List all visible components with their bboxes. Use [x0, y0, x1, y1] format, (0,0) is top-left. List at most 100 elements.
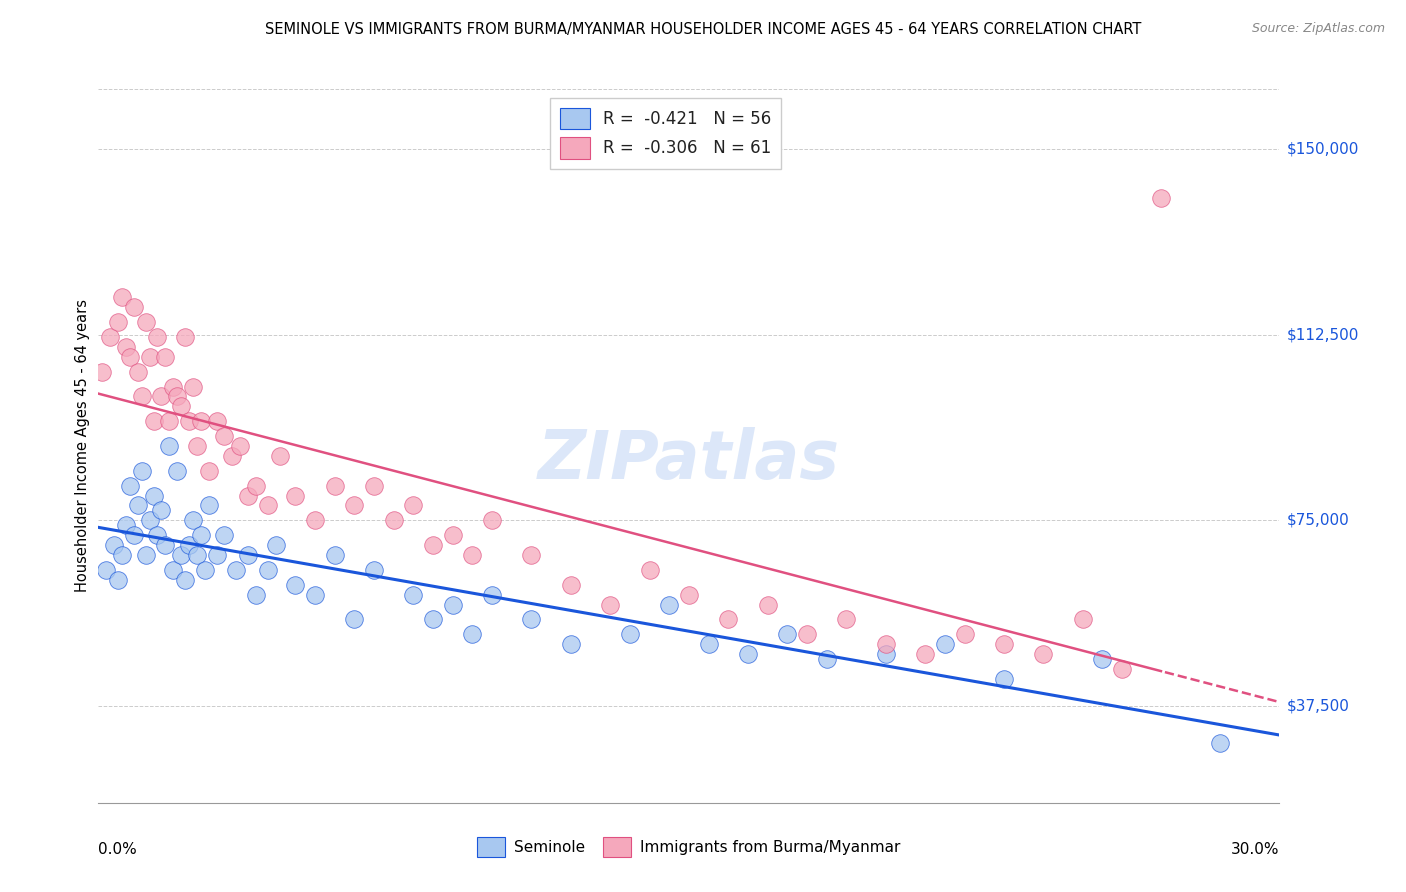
- Point: [166, 464, 188, 478]
- Point: [103, 538, 125, 552]
- Point: [245, 588, 267, 602]
- Point: [1032, 647, 1054, 661]
- Point: [221, 449, 243, 463]
- Point: [186, 548, 208, 562]
- Y-axis label: Householder Income Ages 45 - 64 years: Householder Income Ages 45 - 64 years: [75, 300, 90, 592]
- Point: [98, 330, 121, 344]
- Point: [174, 573, 197, 587]
- Point: [194, 563, 217, 577]
- Point: [155, 538, 177, 552]
- Point: [170, 400, 193, 414]
- Point: [323, 548, 346, 562]
- Point: [638, 563, 661, 577]
- Point: [815, 652, 838, 666]
- Point: [174, 330, 197, 344]
- Text: 0.0%: 0.0%: [98, 842, 138, 857]
- Point: [197, 499, 219, 513]
- Point: [96, 563, 118, 577]
- Point: [269, 449, 291, 463]
- Point: [214, 429, 236, 443]
- Point: [914, 647, 936, 661]
- Text: $75,000: $75,000: [1286, 513, 1350, 528]
- Point: [256, 499, 278, 513]
- Point: [181, 513, 204, 527]
- Point: [131, 464, 153, 478]
- Point: [737, 647, 759, 661]
- Point: [190, 528, 212, 542]
- Point: [131, 389, 153, 403]
- Point: [304, 513, 326, 527]
- Point: [1071, 612, 1094, 626]
- Point: [138, 350, 160, 364]
- Text: $112,500: $112,500: [1286, 327, 1358, 342]
- Point: [150, 389, 173, 403]
- Point: [993, 672, 1015, 686]
- Point: [284, 489, 307, 503]
- Point: [481, 513, 503, 527]
- Point: [155, 350, 177, 364]
- Point: [599, 598, 621, 612]
- Point: [162, 379, 184, 393]
- Point: [835, 612, 858, 626]
- Point: [91, 365, 114, 379]
- Point: [135, 315, 157, 329]
- Point: [363, 563, 385, 577]
- Point: [1150, 191, 1173, 205]
- Point: [363, 478, 385, 492]
- Point: [343, 499, 366, 513]
- Point: [205, 548, 228, 562]
- Point: [157, 439, 180, 453]
- Point: [875, 637, 897, 651]
- Point: [245, 478, 267, 492]
- Text: $37,500: $37,500: [1286, 698, 1350, 714]
- Point: [107, 573, 129, 587]
- Point: [461, 627, 484, 641]
- Point: [225, 563, 247, 577]
- Point: [993, 637, 1015, 651]
- Point: [658, 598, 681, 612]
- Point: [127, 499, 149, 513]
- Point: [214, 528, 236, 542]
- Point: [138, 513, 160, 527]
- Point: [111, 548, 134, 562]
- Point: [135, 548, 157, 562]
- Point: [953, 627, 976, 641]
- Point: [142, 489, 165, 503]
- Point: [170, 548, 193, 562]
- Point: [678, 588, 700, 602]
- Point: [186, 439, 208, 453]
- Point: [422, 612, 444, 626]
- Point: [560, 578, 582, 592]
- Point: [236, 548, 259, 562]
- Point: [934, 637, 956, 651]
- Point: [190, 414, 212, 428]
- Point: [441, 598, 464, 612]
- Point: [422, 538, 444, 552]
- Point: [382, 513, 405, 527]
- Point: [122, 528, 145, 542]
- Point: [146, 330, 169, 344]
- Point: [142, 414, 165, 428]
- Point: [229, 439, 252, 453]
- Text: 30.0%: 30.0%: [1232, 842, 1279, 857]
- Point: [402, 588, 425, 602]
- Text: ZIPatlas: ZIPatlas: [538, 427, 839, 493]
- Point: [323, 478, 346, 492]
- Point: [875, 647, 897, 661]
- Point: [481, 588, 503, 602]
- Point: [520, 612, 543, 626]
- Point: [146, 528, 169, 542]
- Point: [776, 627, 799, 641]
- Point: [343, 612, 366, 626]
- Point: [205, 414, 228, 428]
- Legend: Seminole, Immigrants from Burma/Myanmar: Seminole, Immigrants from Burma/Myanmar: [471, 831, 907, 863]
- Point: [796, 627, 818, 641]
- Point: [157, 414, 180, 428]
- Point: [177, 538, 200, 552]
- Point: [118, 350, 141, 364]
- Point: [150, 503, 173, 517]
- Point: [304, 588, 326, 602]
- Point: [284, 578, 307, 592]
- Point: [236, 489, 259, 503]
- Point: [756, 598, 779, 612]
